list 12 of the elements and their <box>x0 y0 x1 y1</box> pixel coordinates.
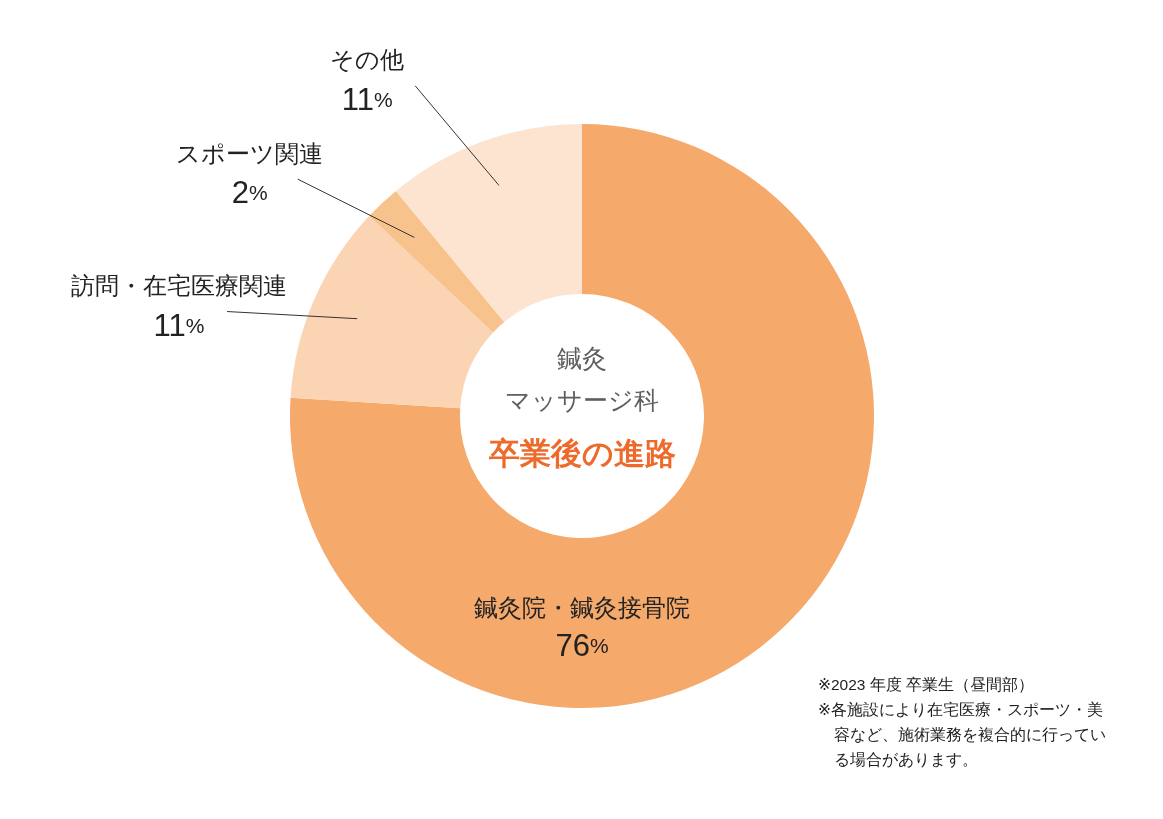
data-label: 2% <box>231 174 268 210</box>
data-label: 76% <box>555 627 609 663</box>
slice-label: 鍼灸院・鍼灸接骨院 <box>474 593 690 621</box>
text: 鍼灸マッサージ科 <box>505 344 659 414</box>
text: ※各施設により在宅医療・スポーツ・美容など、施術業務を複合的に行っている場合があります。 <box>818 700 1107 770</box>
slice-label: 訪問・在宅医療関連 <box>71 272 288 300</box>
data-label: 11% <box>341 81 393 117</box>
text: 卒業後の進路 <box>487 435 676 471</box>
text: ※2023 年度 卒業生（昼間部） <box>818 675 1036 695</box>
data-label: 11% <box>153 307 205 343</box>
slice-label: その他 <box>330 46 405 74</box>
slice-label: スポーツ関連 <box>176 139 324 167</box>
